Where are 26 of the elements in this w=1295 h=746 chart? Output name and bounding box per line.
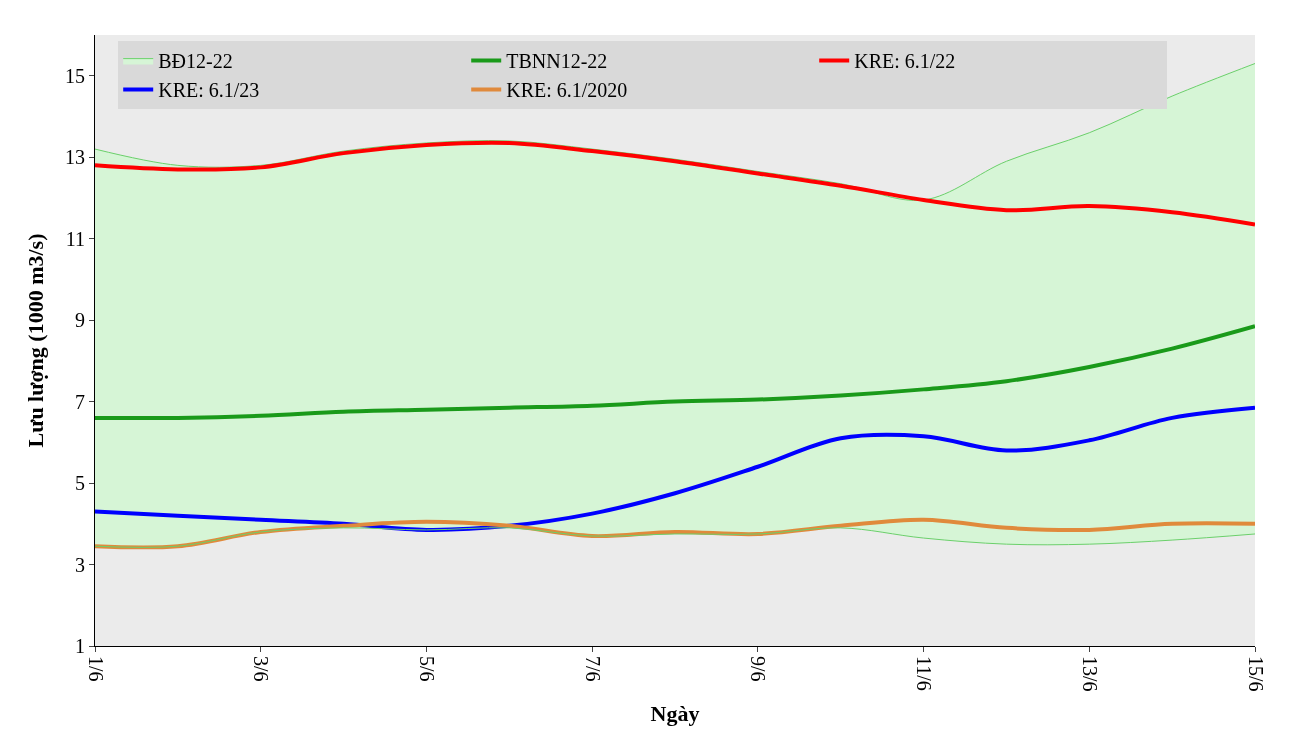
x-tick-label: 1/6 [84, 656, 107, 682]
legend-label: KRE: 6.1/23 [158, 79, 260, 102]
x-tick-label: 11/6 [913, 656, 936, 691]
legend-label: TBNN12-22 [506, 50, 608, 73]
x-tick-label: 3/6 [250, 656, 273, 682]
y-tick-label: 7 [75, 390, 85, 413]
y-tick-label: 1 [75, 635, 85, 657]
legend-label: BĐ12-22 [158, 50, 233, 73]
y-tick-label: 9 [75, 309, 85, 332]
y-tick-label: 15 [65, 64, 85, 87]
y-tick-label: 13 [65, 146, 85, 169]
x-tick-label: 5/6 [415, 656, 438, 682]
x-tick-label: 13/6 [1078, 656, 1101, 692]
legend-label: KRE: 6.1/2020 [506, 79, 628, 102]
line-series [95, 140, 1255, 227]
line-series [95, 324, 1255, 421]
line-series [95, 527, 1255, 548]
legend-label: KRE: 6.1/22 [854, 50, 956, 73]
x-axis-title: Ngày [650, 701, 700, 727]
y-tick-label: 11 [65, 227, 85, 250]
y-axis-title: Lưu lượng (1000 m3/s) [22, 233, 48, 448]
y-tick-label: 5 [75, 472, 85, 495]
y-tick-label: 3 [75, 553, 85, 576]
x-tick-label: 15/6 [1244, 656, 1267, 692]
x-tick-label: 9/6 [747, 656, 770, 682]
x-tick-label: 7/6 [581, 656, 604, 682]
